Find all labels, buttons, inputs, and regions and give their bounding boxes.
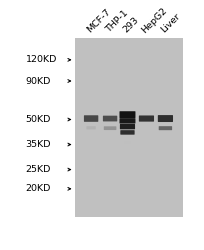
Bar: [75, 38, 183, 217]
FancyBboxPatch shape: [120, 118, 135, 124]
Text: 90KD: 90KD: [26, 76, 51, 86]
Text: 50KD: 50KD: [26, 115, 51, 124]
Text: HepG2: HepG2: [140, 6, 169, 35]
FancyBboxPatch shape: [86, 126, 96, 130]
FancyBboxPatch shape: [120, 124, 135, 129]
Text: 120KD: 120KD: [26, 55, 57, 64]
Text: MCF-7: MCF-7: [85, 8, 112, 35]
Text: THP-1: THP-1: [104, 9, 130, 35]
FancyBboxPatch shape: [120, 111, 135, 118]
FancyBboxPatch shape: [159, 126, 172, 130]
FancyBboxPatch shape: [125, 141, 130, 144]
Text: 293: 293: [121, 16, 140, 35]
Text: 35KD: 35KD: [26, 140, 51, 149]
FancyBboxPatch shape: [84, 115, 98, 122]
FancyBboxPatch shape: [158, 115, 173, 122]
Text: 20KD: 20KD: [26, 184, 51, 193]
FancyBboxPatch shape: [103, 116, 117, 121]
FancyBboxPatch shape: [120, 130, 135, 135]
Text: 25KD: 25KD: [26, 165, 51, 174]
Text: Liver: Liver: [159, 12, 182, 35]
FancyBboxPatch shape: [104, 126, 116, 130]
FancyBboxPatch shape: [139, 116, 154, 122]
